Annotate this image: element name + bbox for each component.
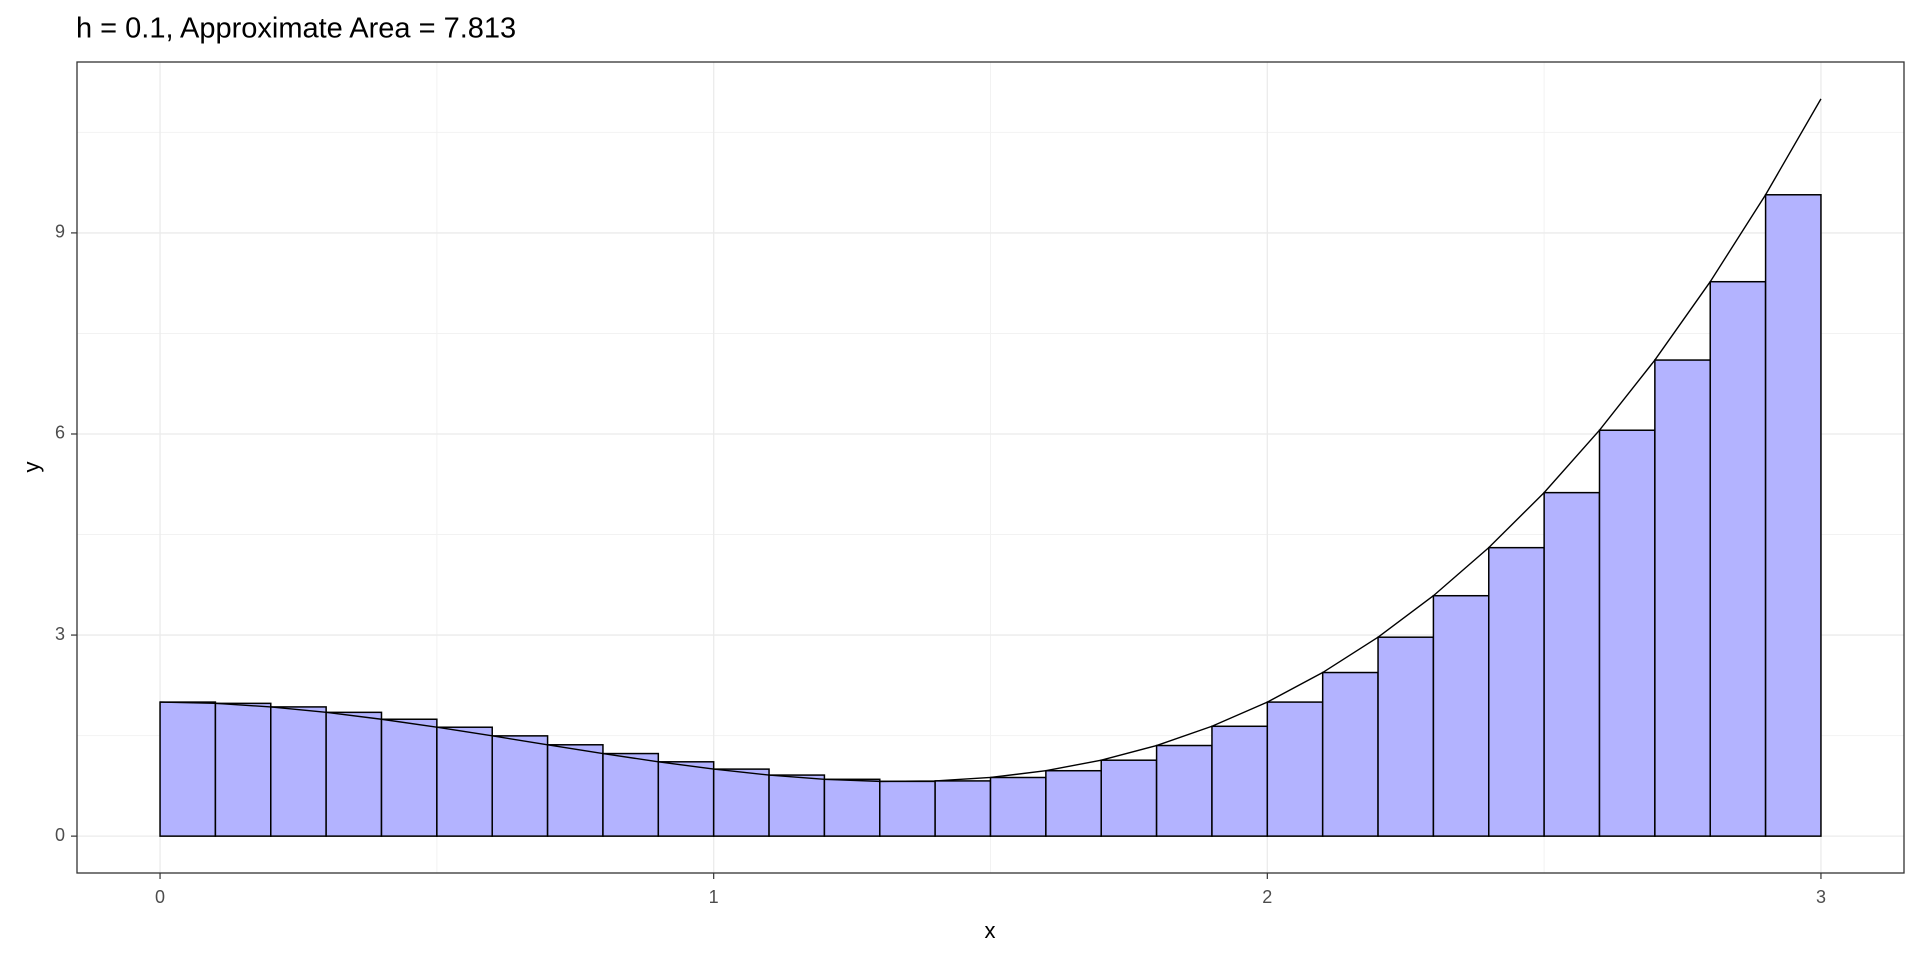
bar bbox=[879, 780, 936, 837]
y-axis-label: y bbox=[19, 462, 44, 473]
chart-title: h = 0.1, Approximate Area = 7.813 bbox=[76, 13, 516, 45]
bar bbox=[1654, 359, 1711, 837]
bar bbox=[546, 744, 604, 837]
bar bbox=[989, 776, 1047, 837]
bar bbox=[1543, 491, 1601, 837]
bar bbox=[934, 780, 992, 837]
bar bbox=[1432, 594, 1490, 837]
bar bbox=[1155, 744, 1213, 837]
bar bbox=[270, 706, 327, 837]
curve bbox=[160, 98, 1822, 783]
bar bbox=[768, 774, 826, 837]
bar bbox=[491, 735, 549, 837]
bar bbox=[1100, 759, 1158, 837]
bar bbox=[602, 752, 660, 837]
bar bbox=[1211, 725, 1269, 837]
bar bbox=[1598, 429, 1656, 837]
bar bbox=[1377, 636, 1435, 837]
bar bbox=[1266, 701, 1324, 837]
y-tick-label: 0 bbox=[55, 825, 65, 845]
bar bbox=[823, 778, 881, 837]
bar bbox=[436, 726, 493, 837]
bar bbox=[380, 718, 438, 837]
bar bbox=[159, 701, 217, 837]
y-tick-label: 3 bbox=[55, 624, 65, 644]
bar bbox=[1764, 194, 1822, 837]
bar bbox=[657, 761, 715, 837]
x-tick-label: 0 bbox=[155, 887, 165, 907]
x-tick-label: 2 bbox=[1262, 887, 1272, 907]
x-tick-label: 3 bbox=[1816, 887, 1826, 907]
bar bbox=[712, 768, 770, 837]
y-tick-label: 9 bbox=[55, 222, 65, 242]
bar bbox=[1321, 671, 1379, 837]
x-axis-label: x bbox=[985, 918, 996, 943]
y-tick-label: 6 bbox=[55, 423, 65, 443]
bar bbox=[1488, 546, 1545, 837]
bar bbox=[1045, 769, 1102, 837]
bar bbox=[325, 711, 383, 837]
panel-border bbox=[76, 61, 1905, 874]
bar bbox=[214, 702, 272, 837]
x-tick-label: 1 bbox=[709, 887, 719, 907]
bar bbox=[1709, 280, 1767, 837]
